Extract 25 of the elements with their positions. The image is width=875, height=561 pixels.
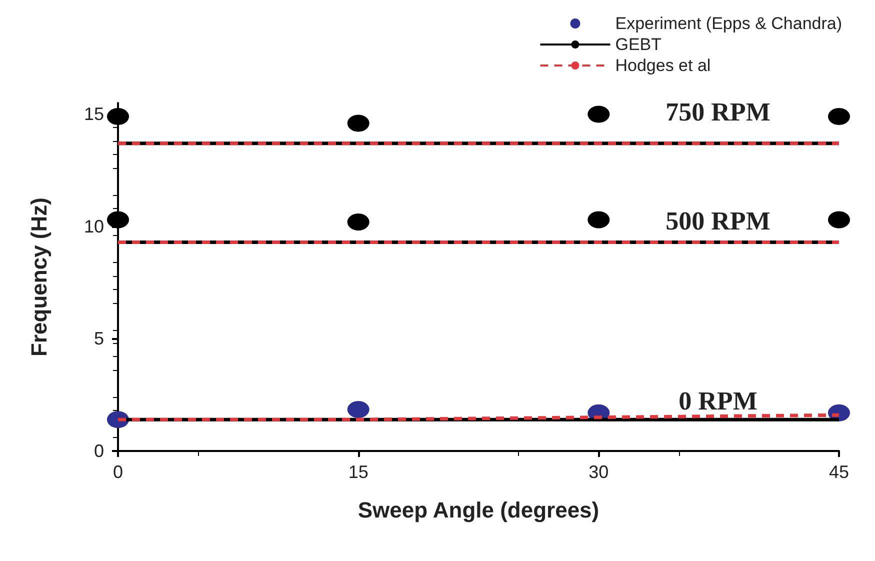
x-tick-label: 0 [112, 462, 124, 482]
annotation: 500 RPM [666, 206, 770, 236]
point [588, 211, 610, 228]
legend-label: Hodges et al [615, 56, 711, 75]
x-axis-title: Sweep Angle (degrees) [358, 498, 600, 522]
x-tick-label: 45 [828, 462, 850, 482]
annotation: 750 RPM [666, 98, 770, 126]
point [347, 114, 370, 132]
legend-label: GEBT [615, 35, 662, 54]
point [347, 400, 370, 418]
point [588, 106, 610, 123]
y-axis-title: Frequency (Hz) [26, 198, 52, 356]
y-tick-label: 15 [84, 104, 104, 124]
point [107, 211, 129, 228]
legend-label: Experiment (Epps & Chandra) [615, 14, 842, 33]
point [107, 108, 129, 125]
x-tick-label: 15 [348, 462, 368, 482]
point [828, 108, 850, 125]
point [347, 213, 370, 230]
annotation: 0 RPM [678, 386, 758, 416]
y-tick-label: 0 [94, 441, 104, 461]
y-tick-label: 10 [84, 216, 104, 236]
x-tick-label: 30 [588, 462, 609, 482]
point [828, 211, 850, 228]
y-tick-label: 5 [94, 328, 104, 349]
